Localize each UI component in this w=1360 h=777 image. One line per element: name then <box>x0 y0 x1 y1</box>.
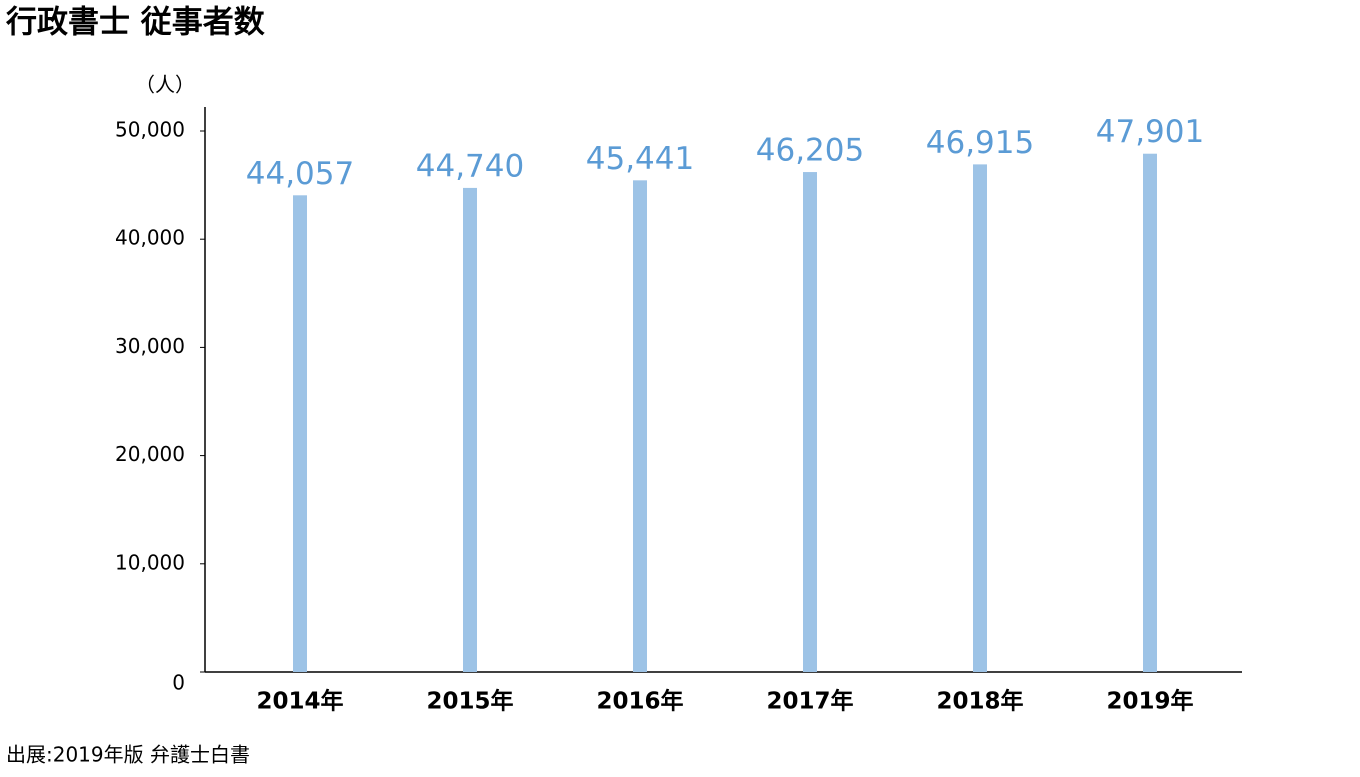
chart-title: 行政書士 従事者数 <box>5 5 265 41</box>
value-label: 44,740 <box>416 148 524 184</box>
y-tick-label: 10,000 <box>115 550 185 574</box>
bar <box>293 195 307 672</box>
bar <box>633 180 647 673</box>
bar <box>1143 153 1157 672</box>
bar <box>803 172 817 673</box>
y-tick-label: 30,000 <box>115 334 185 358</box>
x-tick-label: 2015年 <box>426 688 513 715</box>
x-tick-label: 2019年 <box>1106 688 1193 715</box>
y-tick-label: 50,000 <box>115 118 185 142</box>
value-label: 47,901 <box>1096 114 1204 150</box>
x-tick-label: 2016年 <box>596 688 683 715</box>
bar <box>463 187 477 672</box>
x-tick-label: 2018年 <box>936 688 1023 715</box>
x-tick-label: 2017年 <box>766 688 853 715</box>
value-label: 44,057 <box>246 156 354 192</box>
y-axis-unit: （人） <box>135 73 195 97</box>
source-note: 出展:2019年版 弁護士白書 <box>6 743 250 767</box>
value-label: 45,441 <box>586 141 694 177</box>
y-tick-label: 20,000 <box>115 442 185 466</box>
x-tick-label: 2014年 <box>256 688 343 715</box>
value-label: 46,915 <box>926 125 1034 161</box>
value-label: 46,205 <box>756 133 864 169</box>
y-tick-label: 0 <box>172 671 185 695</box>
bar <box>973 164 987 672</box>
y-tick-label: 40,000 <box>115 226 185 250</box>
